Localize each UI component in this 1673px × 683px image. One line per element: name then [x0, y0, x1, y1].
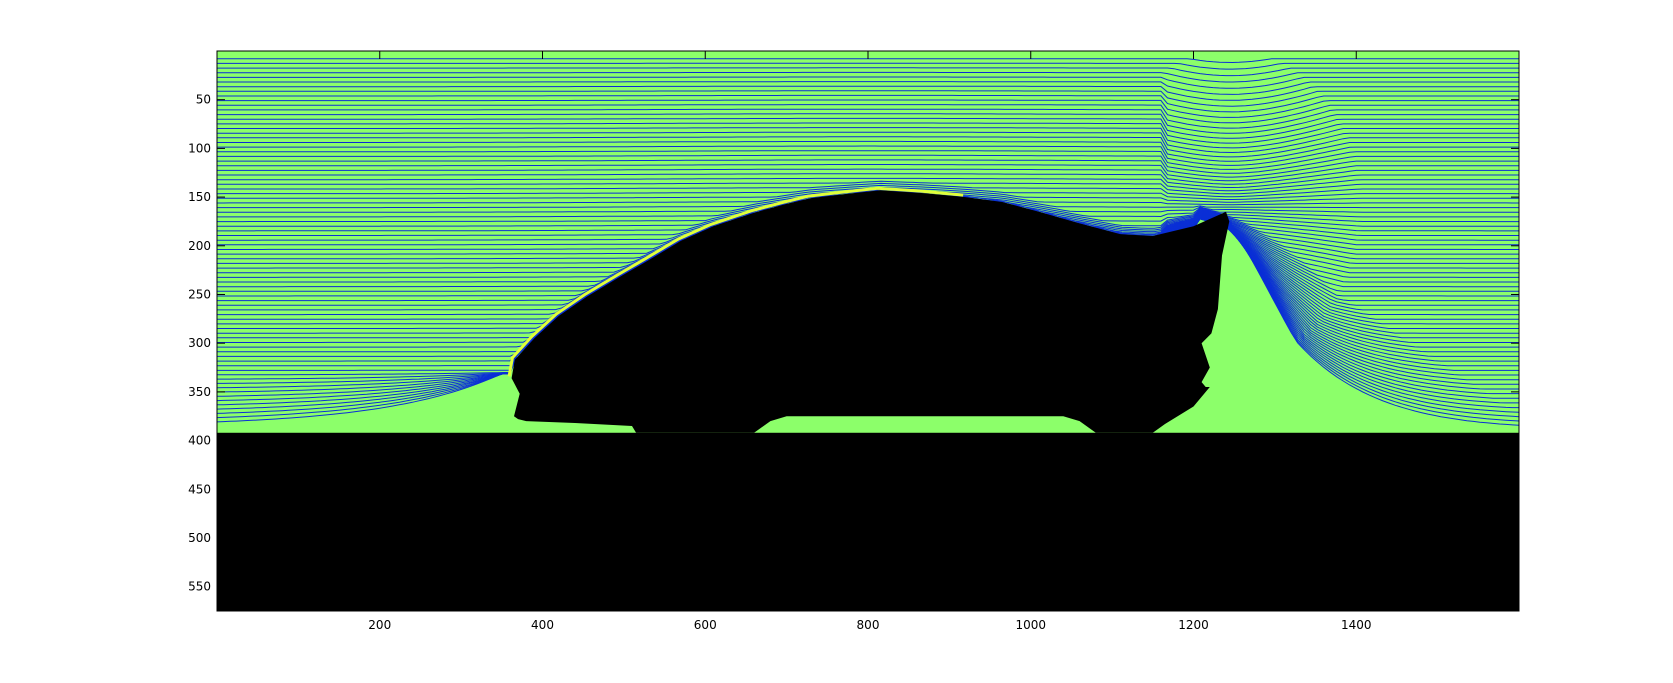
x-tick-label: 800 — [857, 618, 880, 632]
y-tick-label: 150 — [188, 190, 211, 204]
streamline — [217, 189, 1519, 426]
streamline — [217, 140, 1519, 162]
near-wall-layer — [507, 186, 964, 377]
car-silhouette — [511, 190, 1230, 433]
streamline — [217, 104, 1519, 124]
streamline — [217, 81, 1519, 95]
x-tick-label: 400 — [531, 618, 554, 632]
y-tick-label: 450 — [188, 482, 211, 496]
streamline — [217, 182, 1519, 198]
streamline — [217, 180, 1519, 195]
streamline — [217, 131, 1519, 154]
streamline — [217, 145, 1519, 166]
streamline — [217, 127, 1519, 149]
streamline — [217, 150, 1519, 170]
y-tick-label: 400 — [188, 434, 211, 448]
y-tick-label: 250 — [188, 287, 211, 301]
streamline — [217, 67, 1519, 77]
streamline — [217, 122, 1519, 144]
streamline — [217, 108, 1519, 129]
y-tick-label: 200 — [188, 239, 211, 253]
x-tick-label: 1000 — [1015, 618, 1046, 632]
streamline — [217, 173, 1519, 188]
streamline — [217, 71, 1519, 83]
streamline — [217, 177, 1519, 192]
streamline — [217, 159, 1519, 178]
streamline — [217, 94, 1519, 113]
y-tick-label: 350 — [188, 385, 211, 399]
streamline — [217, 76, 1519, 89]
y-tick-label: 300 — [188, 336, 211, 350]
x-tick-label: 1200 — [1178, 618, 1209, 632]
y-tick-label: 50 — [196, 93, 211, 107]
streamline — [217, 154, 1519, 174]
streamline — [217, 85, 1519, 101]
streamline — [217, 136, 1519, 158]
plot-area — [217, 51, 1519, 611]
y-tick-label: 500 — [188, 531, 211, 545]
x-axis: 200 400 600 800 1000 1200 1400 — [368, 51, 1372, 632]
road-block — [217, 432, 1519, 611]
y-tick-label: 100 — [188, 141, 211, 155]
streamline — [217, 164, 1519, 182]
streamline — [217, 62, 1519, 70]
streamline — [217, 117, 1519, 139]
streamline — [217, 99, 1519, 118]
x-tick-label: 1400 — [1341, 618, 1372, 632]
streamline — [217, 184, 1519, 200]
streamline — [217, 168, 1519, 185]
y-axis: 50 100 150 200 250 300 350 400 450 500 550 — [188, 93, 1519, 594]
x-tick-label: 600 — [694, 618, 717, 632]
streamline — [217, 113, 1519, 134]
streamline — [217, 90, 1519, 107]
y-tick-label: 550 — [188, 580, 211, 594]
x-tick-label: 200 — [368, 618, 391, 632]
